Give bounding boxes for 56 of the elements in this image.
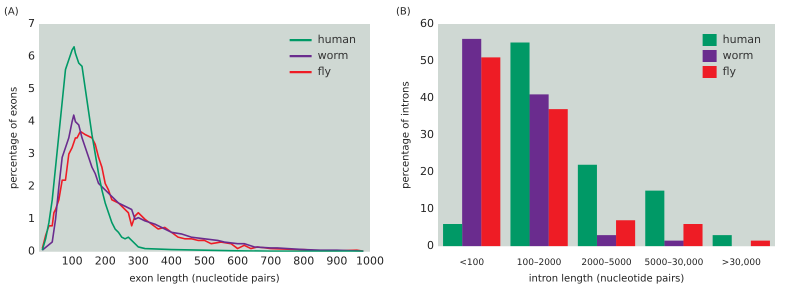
bar (664, 240, 684, 246)
bar (578, 164, 597, 246)
bar (596, 235, 616, 246)
y-tick-label: 6 (28, 49, 35, 62)
y-tick-label: 20 (420, 164, 434, 178)
y-tick-label: 3 (28, 147, 35, 160)
bar (645, 190, 664, 246)
bar (462, 38, 482, 246)
bar (548, 109, 568, 246)
x-tick-label: 700 (260, 254, 282, 268)
y-tick-label: 0 (28, 244, 35, 258)
x-axis-title: exon length (nucleotide pairs) (129, 274, 280, 285)
x-tick-label: 5000–30,000 (644, 258, 704, 268)
y-tick-label: 50 (420, 54, 434, 67)
legend-label: fly (722, 64, 737, 78)
y-tick-label: 40 (420, 90, 434, 104)
y-tick-label: 7 (28, 16, 35, 30)
y-axis-title: percentage of introns (400, 81, 412, 189)
x-tick-label: 100–2000 (516, 258, 562, 268)
y-tick-label: 5 (28, 82, 35, 95)
y-tick-label: 30 (420, 128, 434, 141)
legend-label: worm (318, 48, 348, 62)
y-tick-label: 1 (28, 212, 35, 226)
x-axis-title: intron length (nucleotide pairs) (528, 274, 684, 285)
y-tick-label: 10 (420, 202, 434, 216)
bar (712, 235, 732, 246)
bar (443, 224, 462, 246)
bar (481, 57, 500, 246)
bar (510, 42, 530, 246)
legend-label: human (722, 32, 762, 46)
x-tick-label: 400 (160, 254, 182, 268)
legend-label: fly (318, 64, 332, 78)
bar (750, 240, 770, 246)
x-tick-label: 2000–5000 (581, 258, 632, 268)
bar (530, 94, 549, 246)
y-tick-label: 2 (28, 180, 35, 193)
bar (616, 220, 636, 246)
y-tick-label: 0 (426, 239, 434, 252)
legend-label: human (318, 32, 356, 46)
x-tick-label: 100 (62, 254, 83, 268)
y-axis-title: percentage of exons (8, 86, 20, 189)
legend-label: worm (722, 48, 754, 62)
y-tick-label: 4 (28, 114, 35, 128)
chart-title: (A) (4, 6, 19, 18)
x-tick-label: 900 (326, 254, 348, 268)
x-tick-label: 200 (94, 254, 116, 268)
x-tick-label: 600 (227, 254, 248, 268)
x-tick-label: <100 (459, 258, 484, 268)
bar (683, 224, 703, 246)
y-tick-label: 60 (420, 16, 434, 30)
x-tick-label: 1000 (356, 254, 384, 268)
x-tick-label: 800 (293, 254, 314, 268)
x-tick-label: 500 (194, 254, 215, 268)
x-tick-label: >30,000 (722, 258, 762, 268)
chart-title: (B) (396, 6, 411, 18)
x-tick-label: 300 (128, 254, 149, 268)
